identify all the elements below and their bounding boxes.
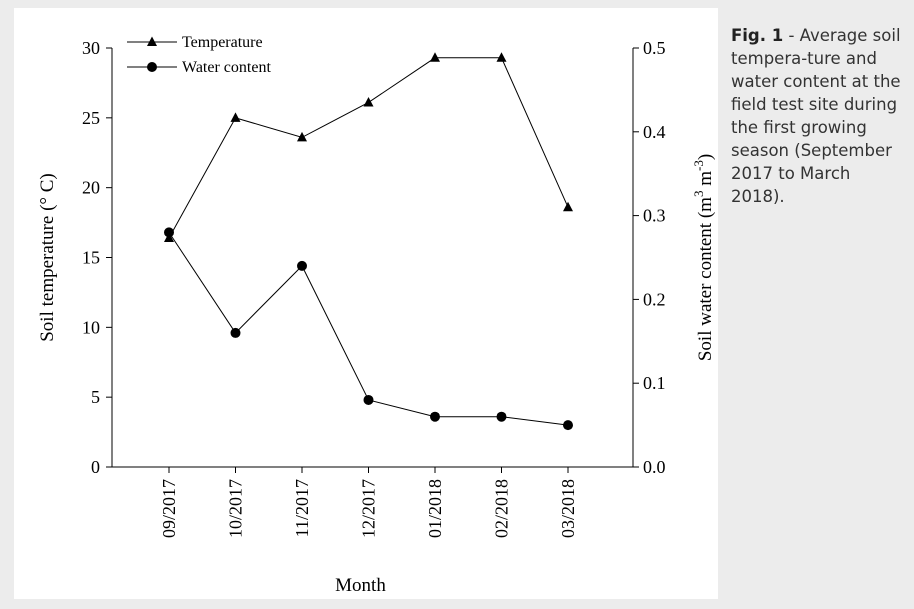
x-tick-label: 02/2018 xyxy=(492,479,512,538)
right-tick-label: 0.2 xyxy=(643,289,666,309)
x-tick-label: 09/2017 xyxy=(159,479,179,538)
x-tick-label: 10/2017 xyxy=(226,479,246,538)
water-content-point xyxy=(164,227,174,238)
legend-label-temperature: Temperature xyxy=(182,34,263,51)
left-tick-label: 10 xyxy=(82,317,100,337)
legend-label-water-content: Water content xyxy=(182,59,271,76)
right-tick-label: 0.4 xyxy=(643,122,666,142)
water-content-point xyxy=(496,411,507,422)
left-tick-label: 20 xyxy=(82,178,100,198)
right-axis-title: Soil water content (m3 m-3) xyxy=(691,154,716,361)
figure-label: Fig. 1 xyxy=(731,26,784,45)
axes: 0 5 10 15 20 25 30 0.0 0.1 0.2 0.3 0.4 0.5 09/2017 10/… xyxy=(37,38,716,596)
temperature-point xyxy=(563,201,573,212)
left-axis-title: Soil temperature (° C) xyxy=(37,173,58,342)
caption-text: - Average soil tempera-ture and water co… xyxy=(731,26,901,206)
temperature-point xyxy=(363,96,374,107)
temperature-point xyxy=(496,52,507,62)
left-tick-label: 25 xyxy=(82,108,100,128)
temperature-line xyxy=(168,57,569,239)
water-content-point xyxy=(297,260,307,271)
temperature-point xyxy=(297,131,307,142)
x-tick-label: 12/2017 xyxy=(359,479,379,538)
left-tick-label: 30 xyxy=(82,38,100,58)
temperature-point xyxy=(230,112,241,122)
x-axis-title: Month xyxy=(335,575,386,596)
legend-marker-water-content xyxy=(147,62,157,72)
plot-area xyxy=(164,52,573,431)
legend-marker-temperature xyxy=(147,36,157,46)
water-content-point xyxy=(230,327,241,338)
chart-figure: 0 5 10 15 20 25 30 0.0 0.1 0.2 0.3 0.4 0.5 09/2017 10/… xyxy=(14,8,718,599)
water-content-point xyxy=(363,394,374,405)
x-tick-label: 11/2017 xyxy=(292,479,312,537)
legend: Temperature Water content xyxy=(127,34,271,76)
x-tick-label: 01/2018 xyxy=(425,479,445,538)
temperature-point xyxy=(430,52,440,62)
left-tick-label: 5 xyxy=(91,387,100,407)
right-tick-label: 0.3 xyxy=(643,206,666,226)
x-tick-label: 03/2018 xyxy=(558,479,578,538)
right-tick-label: 0.5 xyxy=(643,38,666,58)
dual-axis-line-chart: 0 5 10 15 20 25 30 0.0 0.1 0.2 0.3 0.4 0.5 09/2017 10/… xyxy=(37,34,716,596)
right-tick-label: 0.0 xyxy=(643,457,666,477)
left-tick-label: 0 xyxy=(91,457,100,477)
figure-caption: Fig. 1 - Average soil tempera-ture and w… xyxy=(731,24,901,208)
water-content-point xyxy=(430,411,440,422)
right-tick-label: 0.1 xyxy=(643,373,666,393)
water-content-point xyxy=(563,420,573,431)
left-tick-label: 15 xyxy=(82,248,100,268)
